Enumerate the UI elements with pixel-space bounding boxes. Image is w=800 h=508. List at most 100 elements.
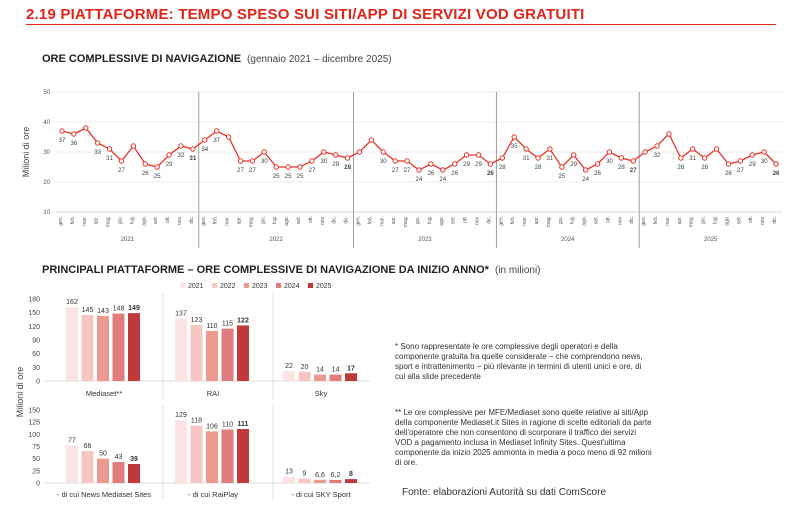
- line-point: [594, 161, 601, 167]
- line-point: [582, 167, 589, 173]
- bar-bottom-bar-value-label: 110: [222, 421, 233, 428]
- bar-top-y-tick-label: 180: [28, 297, 40, 304]
- bar-legend-swatch: [180, 283, 185, 288]
- line-month-label: set.: [594, 216, 600, 224]
- line-point: [118, 158, 125, 164]
- line-month-label: apr.: [534, 216, 540, 224]
- line-data-label: 27: [308, 167, 315, 174]
- line-point: [606, 149, 613, 155]
- bar-bottom-bar-value-label: 9: [303, 471, 307, 478]
- line-data-label: 33: [94, 149, 101, 156]
- line-month-label: gen.: [201, 216, 207, 226]
- line-y-tick-label: 10: [43, 210, 50, 216]
- line-point: [332, 152, 339, 158]
- line-month-label: gen.: [58, 216, 64, 226]
- line-month-label: mar.: [522, 216, 528, 226]
- line-data-label: 27: [237, 167, 244, 174]
- line-point: [535, 155, 541, 161]
- bar-top-bar-value-label: 17: [347, 365, 355, 372]
- line-point: [166, 152, 172, 158]
- bar-bottom-bar-value-label: 13: [285, 469, 293, 476]
- line-data-label: 29: [332, 161, 339, 168]
- line-data-label: 31: [189, 155, 196, 162]
- bar-bottom-bar: [112, 462, 125, 483]
- line-month-label: gen.: [355, 216, 361, 226]
- line-month-label: lug.: [427, 216, 433, 224]
- line-point: [654, 143, 660, 149]
- bar-top-bar: [298, 371, 311, 381]
- footnote-2: ** Le ore complessive per MFE/Mediaset s…: [395, 408, 652, 467]
- line-data-label: 27: [118, 167, 125, 174]
- line-point: [309, 158, 315, 164]
- line-month-label: apr.: [236, 216, 242, 224]
- bar-top-bar-value-label: 14: [332, 367, 340, 374]
- line-data-label: 29: [166, 161, 173, 168]
- line-point: [249, 158, 256, 164]
- line-month-label: dic.: [772, 216, 778, 224]
- line-data-label: 26: [451, 170, 458, 177]
- line-data-label: 30: [380, 158, 387, 165]
- line-month-label: ago.: [284, 216, 290, 226]
- line-month-label: mar.: [225, 216, 231, 226]
- line-month-label: feb.: [367, 216, 373, 224]
- line-point: [725, 161, 732, 167]
- bar-top-y-tick-label: 30: [32, 365, 40, 372]
- line-point: [106, 146, 113, 152]
- line-year-label: 2023: [418, 237, 432, 243]
- bar-top-bar: [237, 325, 249, 381]
- line-data-label: 29: [463, 161, 470, 168]
- line-data-label: 30: [761, 158, 768, 165]
- bar-top-bar: [66, 307, 78, 381]
- bar-top-bar-value-label: 122: [237, 317, 249, 324]
- line-point: [261, 149, 267, 155]
- line-month-label: feb.: [70, 216, 76, 224]
- line-data-label: 27: [404, 167, 411, 174]
- line-point: [404, 158, 410, 164]
- line-month-label: feb.: [510, 216, 516, 224]
- bar-bottom-bar-value-label: 6,6: [315, 472, 325, 479]
- bar-legend-swatch: [244, 283, 249, 288]
- bar-bottom-bar: [237, 428, 249, 483]
- line-point: [666, 131, 672, 137]
- line-month-label: mag.: [403, 216, 409, 227]
- line-month-label: mar.: [665, 216, 671, 226]
- bar-legend-label: 2022: [220, 283, 236, 290]
- line-month-label: ago.: [141, 216, 147, 226]
- line-month-label: mar.: [379, 216, 385, 226]
- bar-bottom-y-tick-label: 50: [32, 456, 40, 463]
- bar-top-bar-value-label: 14: [316, 367, 324, 374]
- line-point: [202, 137, 208, 143]
- line-point: [487, 161, 494, 167]
- line-data-label: 26: [773, 170, 780, 177]
- bar-bottom-bar-value-label: 50: [99, 451, 107, 458]
- line-point: [380, 149, 386, 155]
- line-data-label: 29: [475, 161, 482, 168]
- line-data-label: 35: [511, 143, 518, 150]
- line-month-label: nov.: [617, 216, 623, 225]
- line-point: [630, 158, 636, 164]
- line-y-tick-label: 50: [43, 90, 50, 96]
- line-point: [642, 149, 648, 155]
- bar-top-bar-value-label: 22: [285, 363, 293, 370]
- line-point: [94, 140, 101, 146]
- line-data-label: 37: [213, 137, 220, 144]
- bar-top-bar: [283, 370, 295, 381]
- line-point: [225, 134, 232, 140]
- line-data-label: 34: [201, 146, 208, 153]
- line-month-label: set.: [296, 216, 302, 224]
- bar-bottom-bar: [314, 479, 326, 483]
- line-data-label: 27: [630, 167, 637, 174]
- bar-top-bar-value-label: 20: [301, 364, 309, 371]
- bar-bottom-bar: [128, 464, 140, 483]
- bar-top-category-label: Sky: [315, 389, 328, 398]
- line-month-label: ago.: [582, 216, 588, 226]
- bar-bottom-category-label: - di cui News Mediaset Sites: [57, 490, 151, 499]
- line-month-label: dic.: [629, 216, 635, 224]
- line-month-label: dic.: [344, 216, 350, 224]
- bar-bottom-bar-value-label: 118: [191, 418, 202, 425]
- line-point: [511, 134, 517, 140]
- line-chart-title: ORE COMPLESSIVE DI NAVIGAZIONE (gennaio 2…: [42, 53, 392, 65]
- line-point: [130, 143, 137, 149]
- bar-legend-swatch: [212, 283, 217, 288]
- bar-bottom-bar-value-label: 8: [349, 471, 353, 478]
